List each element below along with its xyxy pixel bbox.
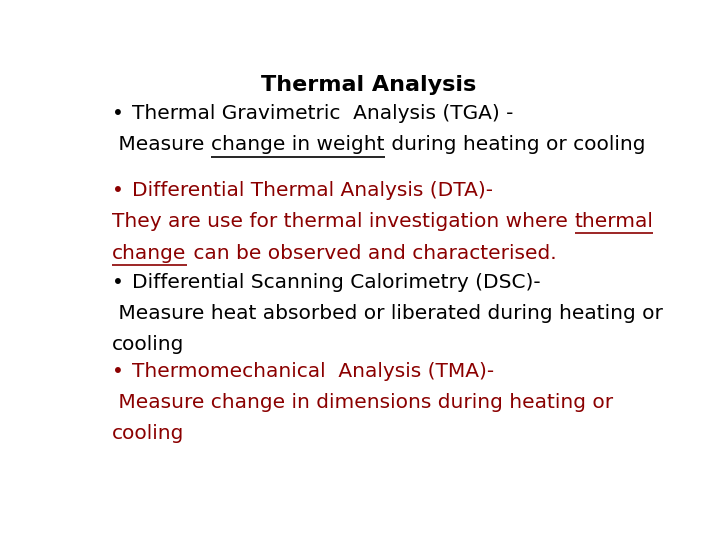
Text: •: •	[112, 181, 124, 200]
Text: can be observed and characterised.: can be observed and characterised.	[186, 244, 557, 262]
Text: change: change	[112, 244, 186, 262]
Text: thermal: thermal	[575, 212, 654, 232]
Text: Measure change in dimensions during heating or: Measure change in dimensions during heat…	[112, 393, 613, 412]
Text: change in weight: change in weight	[211, 136, 384, 154]
Text: •: •	[112, 362, 124, 381]
Text: Measure: Measure	[112, 136, 211, 154]
Text: Thermomechanical  Analysis (TMA)-: Thermomechanical Analysis (TMA)-	[132, 362, 494, 381]
Text: Measure heat absorbed or liberated during heating or: Measure heat absorbed or liberated durin…	[112, 304, 663, 323]
Text: •: •	[112, 273, 124, 292]
Text: •: •	[112, 104, 124, 123]
Text: Differential Thermal Analysis (DTA)-: Differential Thermal Analysis (DTA)-	[132, 181, 493, 200]
Text: Thermal Analysis: Thermal Analysis	[261, 75, 477, 95]
Text: cooling: cooling	[112, 424, 185, 443]
Text: Thermal Gravimetric  Analysis (TGA) -: Thermal Gravimetric Analysis (TGA) -	[132, 104, 513, 123]
Text: during heating or cooling: during heating or cooling	[384, 136, 645, 154]
Text: They are use for thermal investigation where: They are use for thermal investigation w…	[112, 212, 575, 232]
Text: Differential Scanning Calorimetry (DSC)-: Differential Scanning Calorimetry (DSC)-	[132, 273, 541, 292]
Text: cooling: cooling	[112, 335, 185, 354]
